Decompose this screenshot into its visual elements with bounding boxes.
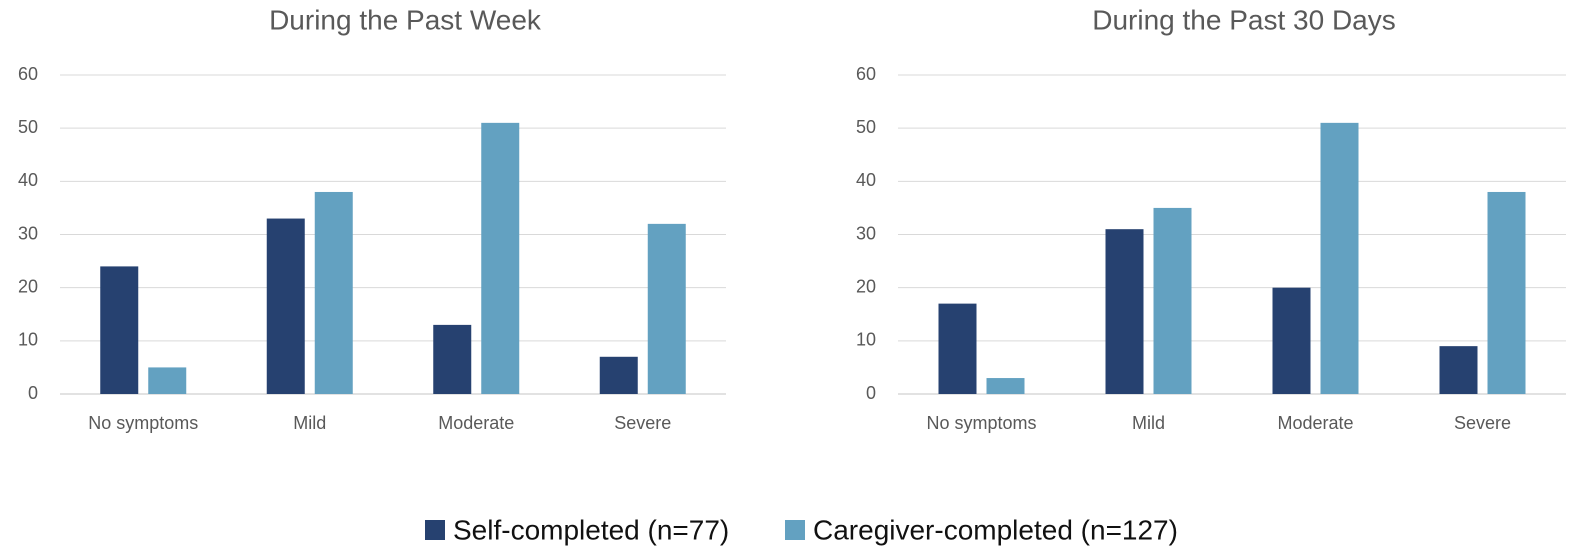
bar [599,356,638,394]
bar [100,266,139,394]
y-tick-label: 10 [856,330,876,350]
y-tick-label: 30 [856,223,876,243]
y-tick-label: 60 [18,64,38,84]
bar [938,303,977,394]
chart-title: During the Past Week [269,4,542,35]
y-tick-label: 0 [866,383,876,403]
x-tick-label: No symptoms [926,413,1036,433]
bar [433,324,472,394]
bar [986,378,1025,394]
bar [481,122,520,394]
y-tick-label: 30 [18,223,38,243]
bar [1487,191,1526,394]
y-tick-label: 20 [18,276,38,296]
bar [1272,287,1311,394]
y-tick-label: 50 [18,117,38,137]
y-tick-label: 0 [28,383,38,403]
bar [148,367,187,394]
y-tick-label: 40 [856,170,876,190]
bar [1105,229,1144,394]
x-tick-label: Moderate [1277,413,1353,433]
legend-swatch [785,520,805,540]
y-tick-label: 20 [856,276,876,296]
y-tick-label: 60 [856,64,876,84]
chart-title: During the Past 30 Days [1092,4,1396,35]
x-tick-label: Mild [293,413,326,433]
bar [1439,346,1478,394]
bar [647,223,686,394]
bar [1153,207,1192,394]
y-tick-label: 50 [856,117,876,137]
bar [266,218,305,394]
x-tick-label: Severe [1454,413,1511,433]
bar [1320,122,1359,394]
legend-label: Caregiver-completed (n=127) [813,514,1178,545]
x-tick-label: Mild [1132,413,1165,433]
y-tick-label: 40 [18,170,38,190]
legend-label: Self-completed (n=77) [453,514,729,545]
x-tick-label: Moderate [438,413,514,433]
x-tick-label: No symptoms [88,413,198,433]
y-tick-label: 10 [18,330,38,350]
bar [314,191,353,394]
legend-swatch [425,520,445,540]
x-tick-label: Severe [614,413,671,433]
